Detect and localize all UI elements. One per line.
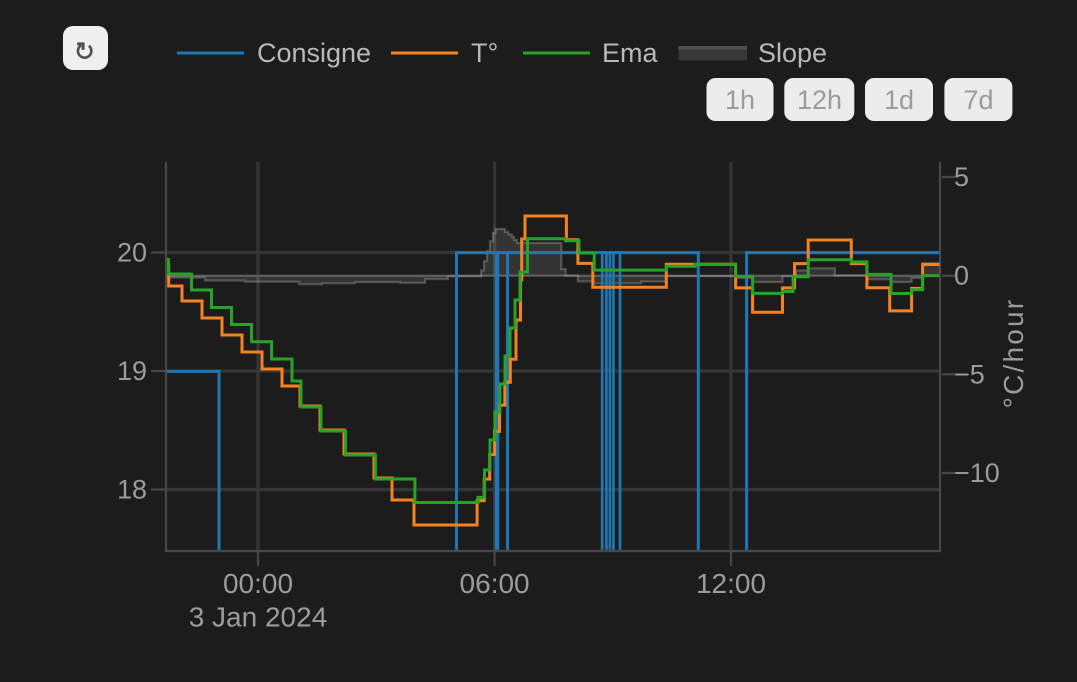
svg-text:19: 19 (117, 356, 147, 386)
svg-text:0: 0 (954, 261, 969, 291)
svg-text:−5: −5 (954, 359, 985, 389)
svg-text:T°: T° (471, 38, 498, 68)
svg-text:Slope: Slope (758, 38, 827, 68)
svg-text:18: 18 (117, 475, 147, 505)
svg-text:06:00: 06:00 (460, 568, 530, 599)
svg-text:12:00: 12:00 (696, 568, 766, 599)
svg-text:1d: 1d (884, 85, 914, 115)
svg-text:Ema: Ema (602, 38, 659, 68)
svg-text:°C/hour: °C/hour (998, 298, 1029, 409)
svg-text:12h: 12h (797, 85, 842, 115)
svg-text:Consigne: Consigne (257, 38, 371, 68)
svg-text:1h: 1h (725, 85, 755, 115)
svg-text:7d: 7d (963, 85, 993, 115)
svg-text:3 Jan 2024: 3 Jan 2024 (189, 602, 328, 633)
svg-text:5: 5 (954, 162, 969, 192)
svg-text:−10: −10 (954, 458, 1000, 488)
svg-text:20: 20 (117, 238, 147, 268)
svg-text:00:00: 00:00 (223, 568, 293, 599)
